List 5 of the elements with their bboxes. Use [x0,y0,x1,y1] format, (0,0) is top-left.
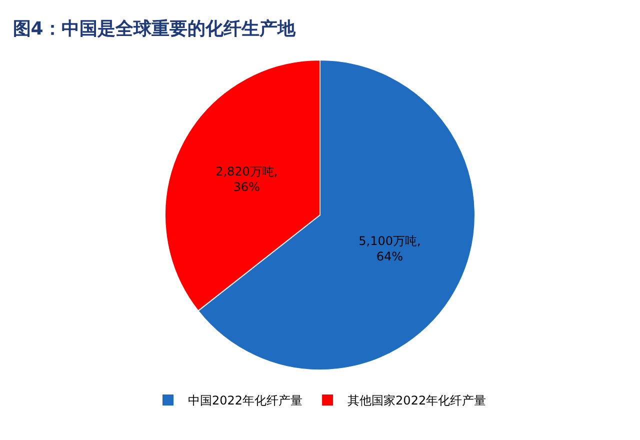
chart-title: 图4：中国是全球重要的化纤生产地 [12,18,296,40]
data-label: 2,820万吨, 36% [216,164,278,194]
legend-label: 其他国家2022年化纤产量 [348,394,486,408]
legend-label: 中国2022年化纤产量 [188,394,303,408]
data-label: 5,100万吨, 64% [358,234,421,264]
